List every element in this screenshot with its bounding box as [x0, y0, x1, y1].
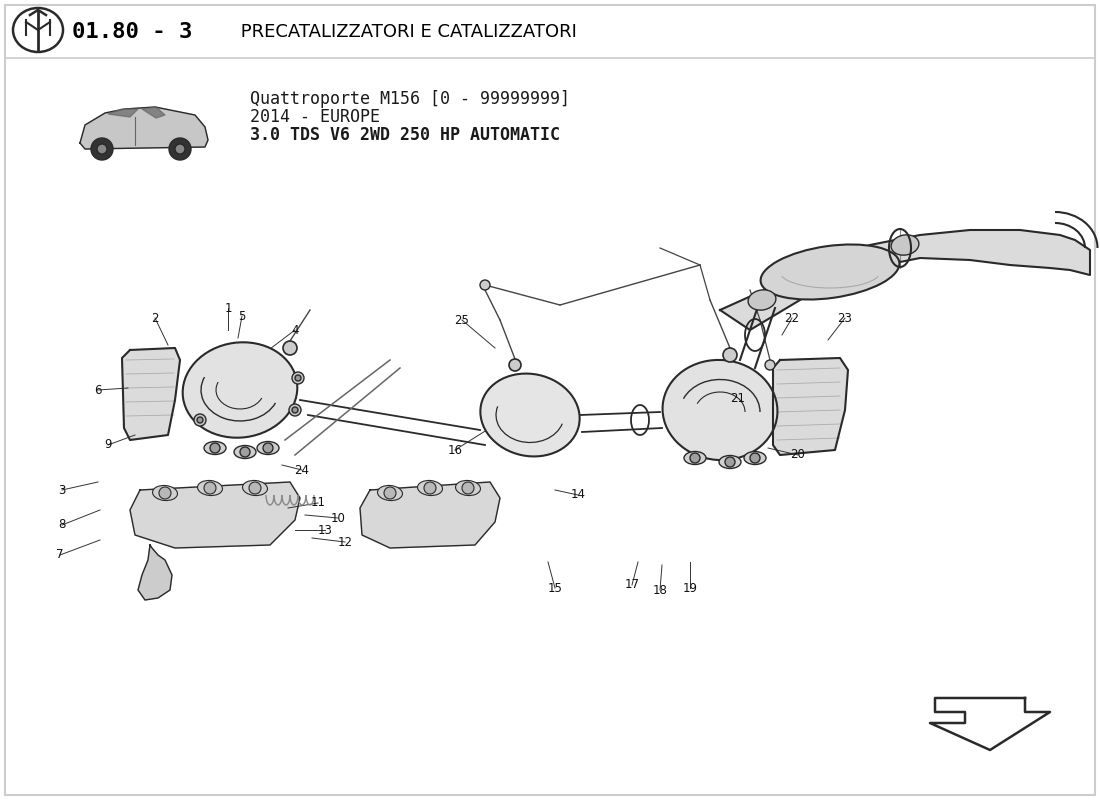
Circle shape [160, 487, 170, 499]
Circle shape [204, 482, 216, 494]
Ellipse shape [418, 481, 442, 495]
Text: 2: 2 [152, 311, 158, 325]
Polygon shape [108, 109, 138, 117]
Circle shape [295, 375, 301, 381]
Text: 24: 24 [295, 463, 309, 477]
Text: 9: 9 [104, 438, 112, 451]
Text: 19: 19 [682, 582, 697, 594]
Circle shape [292, 372, 304, 384]
Text: 01.80 - 3: 01.80 - 3 [72, 22, 192, 42]
Circle shape [175, 144, 185, 154]
Text: 22: 22 [784, 311, 800, 325]
Circle shape [725, 457, 735, 467]
Text: 13: 13 [318, 523, 332, 537]
Text: 18: 18 [652, 583, 668, 597]
Circle shape [194, 414, 206, 426]
Text: 7: 7 [56, 549, 64, 562]
Ellipse shape [481, 374, 580, 457]
Circle shape [210, 443, 220, 453]
Ellipse shape [719, 455, 741, 469]
Polygon shape [142, 107, 165, 118]
Text: 20: 20 [791, 449, 805, 462]
Polygon shape [80, 107, 208, 149]
Circle shape [750, 453, 760, 463]
Ellipse shape [198, 481, 222, 495]
Text: 16: 16 [448, 443, 462, 457]
Polygon shape [130, 482, 300, 548]
Ellipse shape [891, 235, 918, 255]
Circle shape [283, 341, 297, 355]
Text: 11: 11 [310, 497, 326, 510]
Ellipse shape [377, 486, 403, 501]
Circle shape [91, 138, 113, 160]
Ellipse shape [760, 245, 900, 299]
Text: 4: 4 [292, 323, 299, 337]
Polygon shape [720, 230, 1090, 330]
Text: 6: 6 [95, 383, 101, 397]
Polygon shape [773, 358, 848, 455]
Text: 3.0 TDS V6 2WD 250 HP AUTOMATIC: 3.0 TDS V6 2WD 250 HP AUTOMATIC [250, 126, 560, 144]
Text: 3: 3 [58, 483, 66, 497]
Text: 8: 8 [58, 518, 66, 531]
Circle shape [462, 482, 474, 494]
Circle shape [263, 443, 273, 453]
Circle shape [292, 407, 298, 413]
Text: 1: 1 [224, 302, 232, 314]
Ellipse shape [744, 451, 766, 465]
Circle shape [509, 359, 521, 371]
Ellipse shape [662, 360, 778, 460]
Ellipse shape [242, 481, 267, 495]
Circle shape [424, 482, 436, 494]
Text: 21: 21 [730, 391, 746, 405]
Circle shape [480, 280, 490, 290]
Text: Quattroporte M156 [0 - 99999999]: Quattroporte M156 [0 - 99999999] [250, 90, 570, 108]
Text: 17: 17 [625, 578, 639, 591]
Text: 10: 10 [331, 511, 345, 525]
Text: 25: 25 [454, 314, 470, 326]
Circle shape [764, 360, 776, 370]
Text: 2014 - EUROPE: 2014 - EUROPE [250, 108, 380, 126]
Ellipse shape [183, 342, 297, 438]
Circle shape [289, 404, 301, 416]
Polygon shape [122, 348, 180, 440]
Polygon shape [360, 482, 500, 548]
Circle shape [723, 348, 737, 362]
Polygon shape [930, 698, 1050, 750]
Text: 12: 12 [338, 535, 352, 549]
Text: 5: 5 [239, 310, 245, 322]
Circle shape [690, 453, 700, 463]
Ellipse shape [257, 442, 279, 454]
Text: 14: 14 [571, 489, 585, 502]
Circle shape [240, 447, 250, 457]
Text: 23: 23 [837, 311, 852, 325]
Ellipse shape [204, 442, 226, 454]
Circle shape [169, 138, 191, 160]
Polygon shape [138, 545, 172, 600]
Circle shape [384, 487, 396, 499]
Text: 15: 15 [548, 582, 562, 594]
Text: PRECATALIZZATORI E CATALIZZATORI: PRECATALIZZATORI E CATALIZZATORI [235, 23, 576, 41]
Ellipse shape [234, 446, 256, 458]
Ellipse shape [153, 486, 177, 501]
Circle shape [97, 144, 107, 154]
Ellipse shape [455, 481, 481, 495]
Ellipse shape [748, 290, 775, 310]
Circle shape [197, 417, 204, 423]
Circle shape [249, 482, 261, 494]
Ellipse shape [684, 451, 706, 465]
